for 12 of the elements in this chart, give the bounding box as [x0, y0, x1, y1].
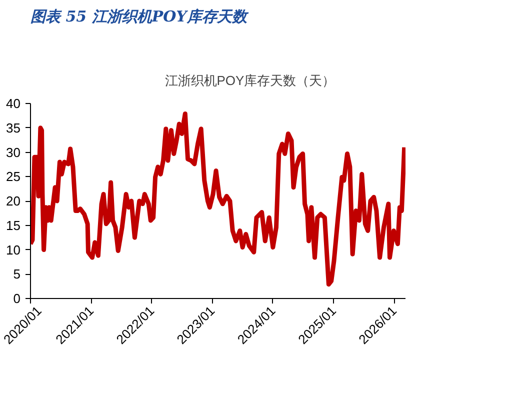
y-tick-label: 20	[6, 194, 21, 208]
y-tick-label: 0	[13, 291, 21, 306]
line-series	[30, 111, 406, 287]
y-tick-label: 15	[6, 218, 21, 233]
y-tick-label: 30	[6, 144, 21, 160]
y-tick-label: 35	[6, 120, 21, 136]
y-tick-label: 25	[6, 169, 21, 184]
y-tick-label: 10	[6, 242, 21, 258]
y-tick-label: 40	[6, 96, 21, 111]
y-tick-label: 5	[13, 266, 21, 282]
chart-title: 图表 55 江浙织机POY库存天数	[30, 8, 249, 26]
text: 江浙织机POY库存天数（天）	[164, 72, 336, 90]
